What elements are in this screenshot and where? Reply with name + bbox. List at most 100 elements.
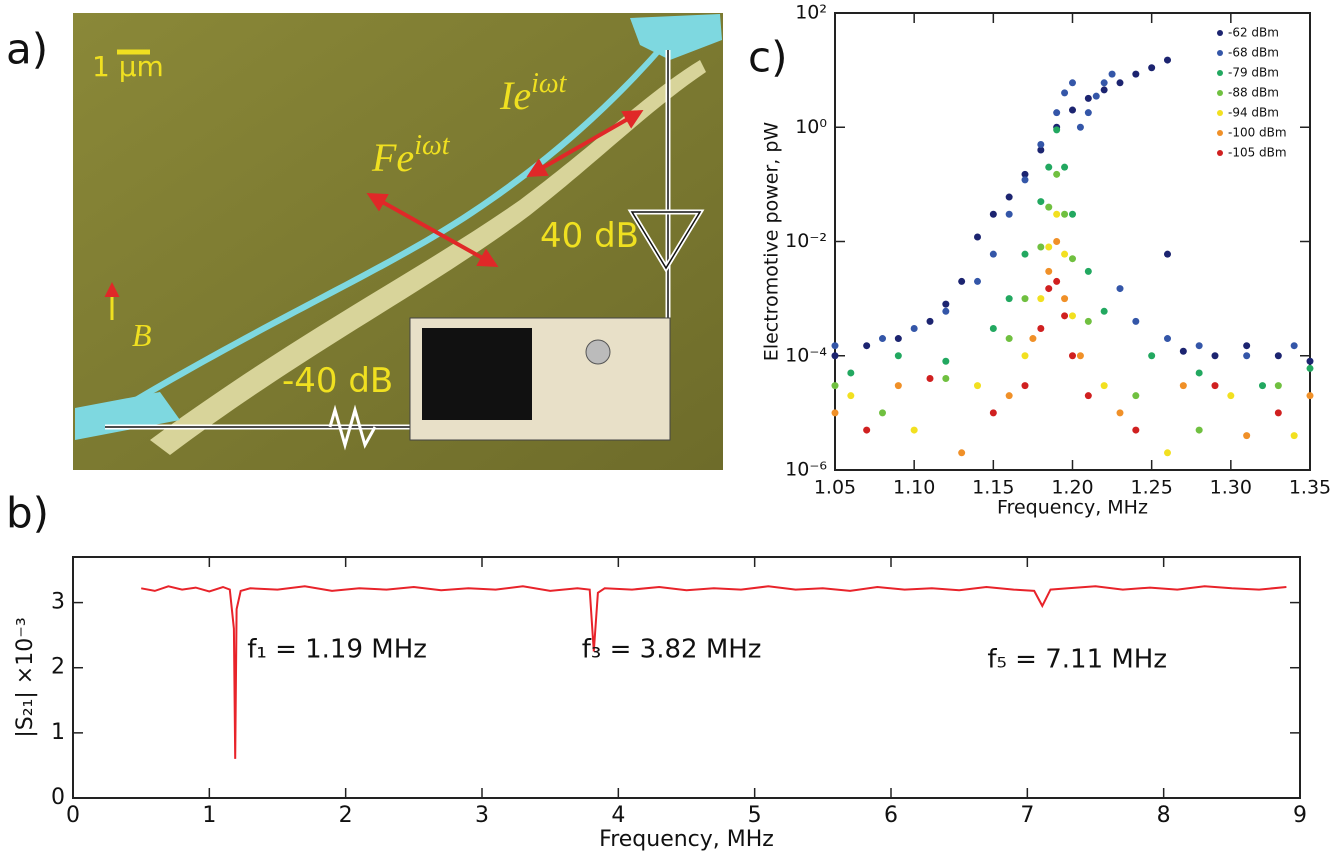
data-point	[910, 324, 918, 332]
data-point	[1045, 243, 1053, 251]
data-point	[1037, 146, 1045, 154]
data-point	[1164, 449, 1171, 457]
data-point	[1061, 295, 1069, 303]
data-point	[1005, 335, 1013, 343]
amplifier-core	[630, 211, 702, 270]
annotation-superscript: iωt	[531, 68, 568, 99]
annotation: f₃ = 3.82 MHz	[582, 635, 762, 665]
legend-marker	[1217, 70, 1223, 76]
data-point	[894, 335, 902, 343]
data-point	[942, 374, 950, 382]
x-tick-label: 9	[1293, 803, 1307, 828]
beam	[100, 45, 664, 423]
data-point	[1069, 312, 1076, 320]
legend-label: -79 dBm	[1228, 66, 1279, 80]
data-point	[1037, 198, 1045, 206]
data-point	[1069, 255, 1076, 263]
data-point	[1259, 382, 1266, 390]
data-point	[1076, 123, 1084, 131]
data-point	[974, 277, 981, 285]
data-point	[1061, 163, 1069, 171]
data-point	[989, 409, 997, 417]
x-tick-label: 1.25	[1131, 477, 1173, 499]
data-point	[1021, 295, 1029, 303]
data-point	[1061, 89, 1069, 97]
data-point	[879, 335, 886, 343]
data-point	[847, 369, 855, 377]
data-point	[1148, 352, 1156, 360]
data-point	[1274, 409, 1282, 417]
data-point	[989, 250, 997, 258]
analyzer-screen	[422, 328, 532, 420]
x-axis-label: Frequency, MHz	[997, 497, 1148, 519]
annotation: f₅ = 7.11 MHz	[987, 645, 1167, 675]
data-point	[1069, 106, 1076, 114]
x-tick-label: 4	[611, 803, 625, 828]
panel-label: a)	[6, 25, 48, 74]
data-point	[1005, 193, 1013, 201]
annotation-superscript: iωt	[414, 130, 451, 161]
x-tick-label: 1.35	[1289, 477, 1331, 499]
data-point	[1053, 109, 1061, 117]
x-tick-label: 5	[748, 803, 762, 828]
data-point	[1069, 210, 1076, 218]
y-tick-label: 10⁻²	[785, 230, 827, 252]
data-point	[1084, 392, 1092, 400]
data-point	[1092, 92, 1100, 100]
data-point	[1069, 352, 1076, 360]
y-tick-label: 10⁰	[795, 116, 827, 138]
data-point	[958, 277, 966, 285]
data-point	[1211, 382, 1219, 390]
data-point	[863, 342, 871, 350]
data-point	[1021, 176, 1029, 184]
data-point	[958, 449, 966, 457]
data-point	[1021, 352, 1029, 360]
legend-marker	[1217, 150, 1223, 156]
x-tick-label: 3	[475, 803, 489, 828]
data-line	[141, 585, 1287, 759]
plot-frame	[72, 556, 1301, 799]
data-point	[1274, 382, 1282, 390]
y-tick-label: 10⁻⁴	[785, 344, 827, 366]
x-tick-label: 1.20	[1051, 477, 1093, 499]
data-point	[1061, 312, 1069, 320]
data-point	[974, 382, 981, 390]
data-point	[926, 374, 934, 382]
data-point	[831, 342, 839, 350]
data-point	[1243, 432, 1251, 440]
annotation: Ieiωt	[499, 68, 568, 118]
annotation: f₁ = 1.19 MHz	[247, 635, 427, 665]
legend-marker	[1217, 30, 1223, 36]
data-point	[1053, 238, 1061, 245]
legend-label: -88 dBm	[1228, 86, 1279, 100]
data-point	[1005, 210, 1013, 218]
x-axis-label: Frequency, MHz	[599, 827, 774, 852]
legend-label: -62 dBm	[1228, 26, 1279, 40]
legend-label: -68 dBm	[1228, 46, 1279, 60]
data-point	[847, 392, 855, 400]
data-point	[1164, 56, 1171, 64]
panel-label: b)	[6, 489, 49, 538]
pad-left	[75, 392, 180, 440]
x-tick-label: 1.30	[1210, 477, 1252, 499]
data-point	[1084, 109, 1092, 117]
y-tick-label: 2	[51, 655, 65, 680]
data-point	[1116, 79, 1124, 87]
data-point	[974, 233, 981, 241]
x-tick-label: 2	[339, 803, 353, 828]
data-point	[1021, 170, 1029, 178]
data-point	[831, 352, 839, 360]
y-tick-label: 1	[51, 720, 65, 745]
data-point	[1195, 369, 1203, 377]
x-tick-label: 1	[202, 803, 216, 828]
data-point	[1227, 392, 1235, 400]
data-point	[989, 210, 997, 218]
x-tick-label: 1.15	[972, 477, 1014, 499]
y-tick-label: 10⁻⁶	[785, 459, 827, 481]
annotation: -40 dB	[282, 361, 393, 401]
data-point	[942, 307, 950, 315]
data-point	[1164, 250, 1171, 258]
annotation-text: Fe	[371, 135, 414, 180]
legend-label: -94 dBm	[1228, 106, 1279, 120]
data-point	[1306, 357, 1314, 365]
